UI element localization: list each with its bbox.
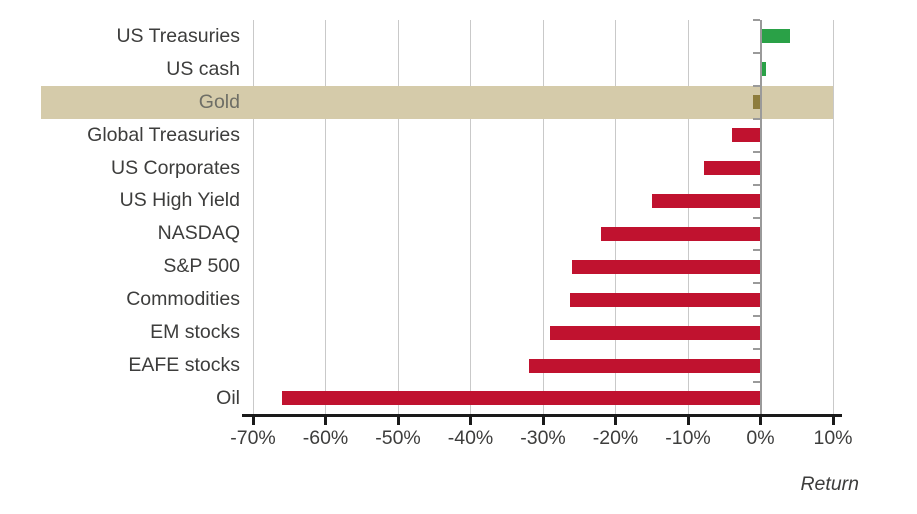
chart-row-oil: Oil: [0, 382, 833, 415]
bar-us-treasuries: [760, 29, 790, 44]
row-plot-gold: [253, 86, 833, 119]
chart-row-nasdaq: NASDAQ: [0, 217, 833, 250]
zero-axis-layer: [0, 19, 917, 416]
row-plot-global-treasuries: [253, 119, 833, 152]
chart-row-us-high-yield: US High Yield: [0, 185, 833, 218]
chart-row-us-cash: US cash: [0, 53, 833, 86]
x-axis-tick-10: [686, 414, 690, 425]
x-axis-tick-50: [396, 414, 400, 425]
x-axis-label-50: -50%: [375, 427, 421, 449]
x-axis-tick-20: [614, 414, 617, 425]
bar-nasdaq: [601, 226, 761, 241]
bar-us-cash: [760, 62, 766, 77]
chart-row-commodities: Commodities: [0, 283, 833, 316]
category-label-nasdaq: NASDAQ: [157, 222, 240, 245]
zero-axis-line: [759, 20, 762, 415]
row-plot-us-high-yield: [253, 185, 833, 218]
category-label-commodities: Commodities: [126, 288, 240, 311]
chart-row-em-stocks: EM stocks: [0, 316, 833, 349]
x-axis-tick-10: [831, 414, 835, 425]
chart-rows: US Treasuries US cash Gold Global Treasurie…: [0, 20, 833, 415]
row-plot-us-corporates: [253, 152, 833, 185]
category-label-global-treasuries: Global Treasuries: [87, 123, 240, 146]
chart-row-s-p-500: S&P 500: [0, 250, 833, 283]
zero-axis-tick: [752, 348, 760, 350]
zero-axis-tick: [752, 151, 760, 153]
row-plot-em-stocks: [253, 316, 833, 349]
zero-axis-tick: [752, 85, 760, 87]
row-plot-commodities: [253, 283, 833, 316]
gridline-60: [325, 20, 326, 415]
x-axis-title: Return: [800, 473, 859, 495]
x-axis-label-70: -70%: [230, 427, 276, 449]
bar-gold: [753, 95, 761, 110]
x-axis-label-60: -60%: [302, 427, 349, 449]
category-label-em-stocks: EM stocks: [150, 321, 240, 344]
x-axis-label-10: 10%: [813, 427, 853, 449]
chart-row-eafe-stocks: EAFE stocks: [0, 349, 833, 382]
gold-highlight-band: [41, 85, 833, 119]
zero-axis-tick: [752, 184, 760, 186]
bar-global-treasuries: [731, 128, 761, 143]
category-label-us-treasuries: US Treasuries: [116, 24, 240, 47]
chart-row-global-treasuries: Global Treasuries: [0, 119, 833, 152]
zero-axis-tick: [752, 217, 760, 219]
zero-axis-tick: [752, 282, 760, 284]
gridline-10: [687, 20, 689, 415]
category-label-eafe-stocks: EAFE stocks: [128, 354, 240, 377]
x-axis-tick-60: [324, 414, 327, 425]
row-plot-us-cash: [253, 53, 833, 86]
bar-s-p-500: [572, 259, 761, 274]
gridline-50: [397, 20, 399, 415]
gridline-70: [252, 20, 254, 415]
category-label-us-corporates: US Corporates: [111, 156, 240, 179]
row-plot-s-p-500: [253, 250, 833, 283]
zero-axis-tick: [752, 381, 760, 383]
row-plot-nasdaq: [253, 217, 833, 250]
category-label-s-p-500: S&P 500: [163, 255, 240, 278]
x-axis-label-0: 0%: [746, 427, 775, 449]
category-label-us-high-yield: US High Yield: [119, 189, 240, 212]
zero-axis-tick: [752, 249, 760, 251]
zero-axis-tick: [752, 19, 760, 21]
zero-axis-tick: [752, 52, 760, 54]
x-axis-tick-30: [541, 414, 545, 425]
chart-row-us-corporates: US Corporates: [0, 152, 833, 185]
x-axis-tick-70: [251, 414, 255, 425]
gridline-20: [615, 20, 616, 415]
x-axis-label-10: -10%: [665, 427, 711, 449]
bar-oil: [282, 391, 761, 406]
x-axis-label-20: -20%: [592, 427, 639, 449]
x-axis-label-40: -40%: [447, 427, 494, 449]
row-plot-oil: [253, 382, 833, 415]
bar-em-stocks: [550, 325, 761, 340]
x-axis-tick-0: [759, 414, 762, 425]
row-plot-eafe-stocks: [253, 349, 833, 382]
zero-axis-tick: [752, 118, 760, 120]
gridline-40: [470, 20, 471, 415]
zero-axis-tick: [752, 315, 760, 317]
bar-commodities: [569, 292, 761, 307]
category-label-gold: Gold: [198, 90, 240, 113]
category-label-oil: Oil: [216, 386, 240, 409]
bar-eafe-stocks: [528, 358, 761, 373]
gridline-10: [832, 20, 834, 415]
bar-us-corporates: [703, 161, 761, 176]
gridline-30: [542, 20, 544, 415]
chart-row-gold: Gold: [0, 85, 833, 119]
bar-us-high-yield: [651, 193, 761, 208]
chart-row-us-treasuries: US Treasuries: [0, 20, 833, 53]
x-axis-tick-40: [469, 414, 472, 425]
category-label-us-cash: US cash: [166, 57, 240, 80]
row-plot-us-treasuries: [253, 20, 833, 53]
x-axis-label-30: -30%: [520, 427, 566, 449]
